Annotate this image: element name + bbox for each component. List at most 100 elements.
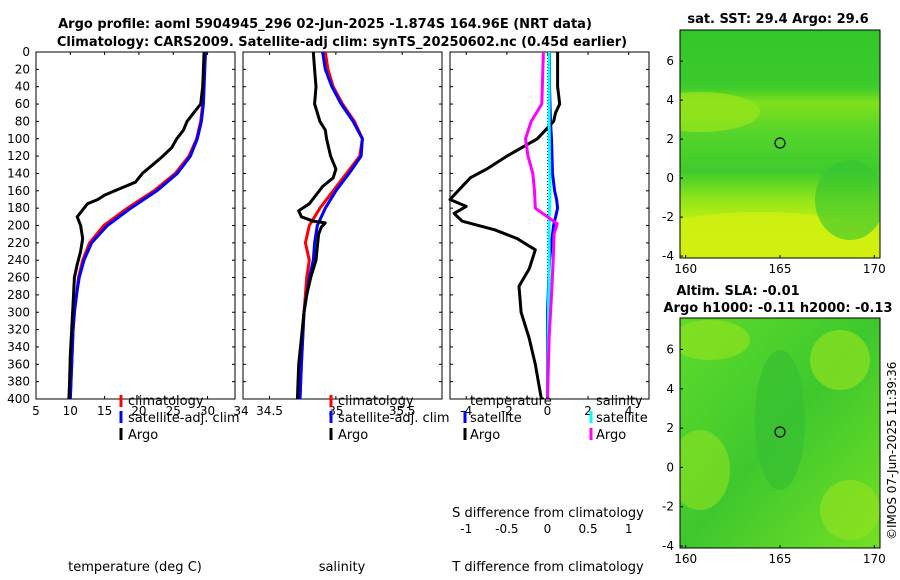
x-tick-label: 30 [200,404,215,418]
series-climatology [68,51,207,400]
depth-tick-label: 320 [7,323,30,337]
depth-tick-label: 60 [15,97,30,111]
depth-tick-label: 400 [7,392,30,406]
x-tick-label: 34.5 [256,404,283,418]
depth-tick-label: 220 [7,236,30,250]
legend-label-climatology: climatology [338,394,414,409]
map-y-tick-label: 0 [666,460,674,474]
x-tick-label: 34 [233,404,248,418]
series-s-argo [524,51,559,400]
map-x-tick-label: 165 [769,262,792,276]
legend-label-argo: Argo [338,428,368,443]
legend-label-satellite: satellite-adj. clim [338,411,450,426]
depth-tick-label: 260 [7,271,30,285]
map-y-tick-label: 2 [666,132,674,146]
map-y-tick-label: 2 [666,421,674,435]
depth-tick-label: 280 [7,288,30,302]
legend-label-argo: Argo [128,428,158,443]
x-tick-label: 35.5 [389,404,416,418]
series-climatology [298,51,364,400]
depth-tick-label: 40 [15,80,30,94]
map-y-tick-label: -4 [662,249,674,263]
map-x-tick-label: 170 [863,552,886,566]
map-y-tick-label: 4 [666,93,674,107]
legend-title-temperature: temperature [470,394,552,409]
map-y-tick-label: -2 [662,210,674,224]
top-tick-label: 1 [625,522,633,536]
sla-high-patch [680,430,730,510]
sla-map-subtitle: Argo h1000: -0.11 h2000: -0.13 [663,301,892,316]
sla-low-patch [755,350,805,490]
sla-high-patch [680,320,750,360]
legend-label-satellite: satellite-adj. clim [128,411,240,426]
temperature-xlabel: temperature (deg C) [68,560,202,575]
x-tick-label: 2 [584,404,592,418]
depth-tick-label: 240 [7,253,30,267]
x-tick-label: 25 [166,404,181,418]
top-tick-label: -1 [460,522,472,536]
depth-tick-label: 200 [7,219,30,233]
map-y-tick-label: 6 [666,54,674,68]
salinity-xlabel: salinity [319,560,366,575]
map-y-tick-label: -2 [662,500,674,514]
map-x-tick-label: 165 [769,552,792,566]
depth-tick-label: 160 [7,184,30,198]
x-tick-label: -2 [501,404,513,418]
depth-tick-label: 20 [15,62,30,76]
sla-high-patch [810,330,870,390]
temperature-panel [35,51,236,400]
depth-tick-label: 140 [7,166,30,180]
map-y-tick-label: -4 [662,539,674,553]
map-y-tick-label: 4 [666,382,674,396]
legend-label-s-argo: Argo [596,428,626,443]
temperature-series: 5 10 15 20 25 30 34 [32,51,249,418]
temperature-legend: climatology satellite-adj. clim Argo [119,394,240,443]
series-satellite-adj-clim [68,51,207,400]
map-x-tick-label: 170 [863,262,886,276]
sst-map-axes: 160 165 170 -4 -2 0 2 4 6 [662,54,886,276]
sst-cool-patch [815,160,880,240]
difference-legend: temperature salinity satellite Argo sate… [463,394,648,443]
sla-map-axes: 160 165 170 -4 -2 0 2 4 6 [662,342,886,566]
x-tick-label: 4 [625,404,633,418]
sst-map-field [680,30,880,258]
x-tick-label: 15 [97,404,112,418]
difference-xlabel-top: S difference from climatology [452,506,644,521]
legend-label-t-satellite: satellite [470,411,522,426]
top-tick-label: 0 [544,522,552,536]
difference-xlabel: T difference from climatology [451,560,644,575]
series-argo [67,51,206,400]
depth-tick-label: 80 [15,114,30,128]
sst-map-title: sat. SST: 29.4 Argo: 29.6 [687,12,868,27]
sla-map-field [680,318,880,548]
series-argo [295,51,338,400]
series-s-satellite [546,52,552,400]
argo-position-marker [774,137,786,149]
sla-high-patch [820,480,880,540]
depth-tick-label: 100 [7,132,30,146]
timestamp: ©IMOS 07-Jun-2025 11:39:36 [885,362,899,540]
argo-position-marker [774,426,786,438]
depth-tick-label: 300 [7,305,30,319]
series-t-argo [448,52,562,400]
top-tick-label: 0.5 [579,522,598,536]
depth-tick-label: 380 [7,375,30,389]
salinity-series: 34.5 35 35.5 [256,51,416,418]
depth-tick-label: 120 [7,149,30,163]
depth-tick-label: 180 [7,201,30,215]
sla-map-title: Altim. SLA: -0.01 [676,284,799,299]
legend-title-salinity: salinity [596,394,643,409]
map-y-tick-label: 6 [666,342,674,356]
depth-tick-label: 360 [7,357,30,371]
x-tick-label: 10 [63,404,78,418]
legend-label-t-argo: Argo [470,428,500,443]
figure-title-line2: Climatology: CARS2009. Satellite-adj cli… [57,35,627,50]
x-tick-label: 5 [32,404,40,418]
top-tick-label: -0.5 [495,522,518,536]
map-y-tick-label: 0 [666,171,674,185]
legend-label-s-satellite: satellite [596,411,648,426]
x-tick-label: 20 [131,404,146,418]
sst-warm-patch [680,92,760,132]
depth-tick-label: 340 [7,340,30,354]
